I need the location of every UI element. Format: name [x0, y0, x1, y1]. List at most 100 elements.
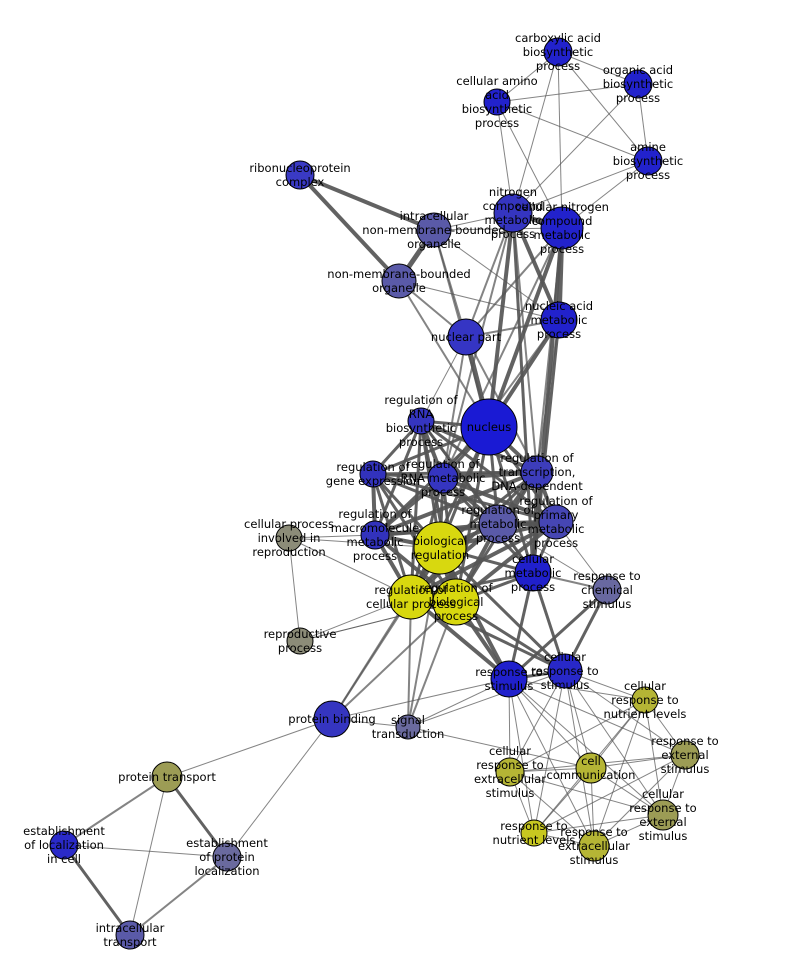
graph-edge: [398, 280, 560, 321]
graph-node[interactable]: [212, 842, 242, 872]
graph-node[interactable]: [623, 69, 653, 99]
graph-edge: [644, 699, 664, 816]
graph-edge: [508, 678, 595, 847]
edges-layer: [62, 51, 686, 936]
graph-edge: [407, 726, 592, 769]
graph-edge: [507, 588, 609, 681]
graph-edge: [496, 101, 649, 162]
graph-edge: [331, 678, 510, 720]
graph-edge: [299, 173, 435, 232]
graph-node[interactable]: [647, 799, 679, 831]
graph-edge: [374, 470, 538, 537]
graph-node[interactable]: [313, 700, 351, 738]
graph-node[interactable]: [540, 301, 578, 339]
graph-node[interactable]: [360, 520, 390, 550]
graph-edge: [288, 537, 301, 642]
graph-edge: [288, 537, 412, 598]
graph-node[interactable]: [493, 193, 533, 233]
graph-edge: [166, 718, 333, 778]
graph-edge: [407, 678, 510, 728]
graph-edge: [129, 776, 168, 936]
graph-node[interactable]: [460, 398, 518, 456]
graph-node[interactable]: [631, 686, 659, 714]
graph-node[interactable]: [543, 37, 573, 67]
graph-node[interactable]: [540, 206, 584, 250]
graph-edge: [564, 670, 686, 756]
graph-edge: [298, 173, 401, 283]
graph-edge: [509, 771, 595, 847]
graph-node[interactable]: [547, 653, 583, 689]
graph-node[interactable]: [427, 462, 459, 494]
graph-edge: [433, 229, 560, 321]
graph-edge: [509, 699, 646, 773]
graph-node[interactable]: [478, 504, 518, 544]
graph-edge: [508, 678, 664, 816]
graph-edge: [512, 160, 649, 214]
graph-edge: [487, 227, 564, 428]
graph-edge: [512, 83, 639, 214]
graph-node[interactable]: [413, 521, 467, 575]
graph-edge: [165, 776, 229, 858]
graph-edge: [331, 596, 412, 720]
graph-edge: [129, 856, 228, 936]
graph-node[interactable]: [381, 263, 417, 299]
graph-edge: [496, 101, 563, 229]
graph-node[interactable]: [490, 660, 528, 698]
graph-edge: [398, 280, 490, 428]
nodes-layer: [49, 37, 700, 950]
graph-edge: [536, 319, 560, 473]
graph-edge: [226, 718, 333, 858]
graph-edge: [465, 227, 563, 338]
graph-edge: [536, 227, 563, 473]
graph-node[interactable]: [483, 88, 511, 116]
graph-node[interactable]: [275, 524, 303, 552]
graph-node[interactable]: [286, 627, 314, 655]
graph-edge: [299, 601, 457, 642]
graph-node[interactable]: [359, 460, 387, 488]
graph-node[interactable]: [416, 212, 452, 248]
graph-node[interactable]: [115, 920, 145, 950]
graph-node[interactable]: [520, 455, 554, 489]
graph-edge: [508, 678, 686, 756]
graph-node[interactable]: [578, 830, 610, 862]
graph-node[interactable]: [388, 574, 434, 620]
labels-layer: carboxylic acid biosynthetic process organi…: [23, 31, 719, 949]
graph-node[interactable]: [407, 407, 435, 435]
graph-edge: [509, 771, 664, 816]
graph-edge: [508, 678, 592, 769]
graph-node[interactable]: [49, 830, 79, 860]
graph-edge: [557, 51, 563, 229]
graph-node[interactable]: [633, 146, 663, 176]
graph-edge: [509, 670, 566, 773]
graph-node[interactable]: [520, 819, 548, 847]
graph-node[interactable]: [592, 575, 622, 605]
graph-node[interactable]: [285, 160, 315, 190]
graph-node[interactable]: [395, 714, 421, 740]
graph-edge: [533, 814, 664, 834]
graph-edge: [465, 212, 514, 338]
graph-edge: [331, 601, 457, 720]
graph-node[interactable]: [495, 757, 525, 787]
graph-node[interactable]: [670, 740, 700, 770]
graph-edge: [533, 754, 686, 834]
graph-node[interactable]: [151, 761, 183, 793]
graph-edge: [593, 699, 646, 847]
graph-edge: [438, 546, 567, 673]
graph-edge: [62, 844, 132, 936]
graph-node[interactable]: [514, 554, 552, 592]
graph-node[interactable]: [447, 318, 485, 356]
graph-edge: [63, 844, 228, 858]
graph-edge: [512, 51, 559, 214]
graph-edge: [590, 754, 686, 769]
graph-edge: [373, 420, 423, 536]
graph-edge: [564, 670, 664, 816]
graph-edge: [512, 212, 538, 473]
graph-edge: [557, 51, 649, 162]
graph-edge: [497, 523, 608, 591]
graph-node[interactable]: [432, 578, 480, 626]
graph-node[interactable]: [575, 752, 607, 784]
graph-node[interactable]: [538, 504, 574, 540]
graph-edge: [508, 678, 535, 834]
graph-edge: [63, 776, 168, 846]
